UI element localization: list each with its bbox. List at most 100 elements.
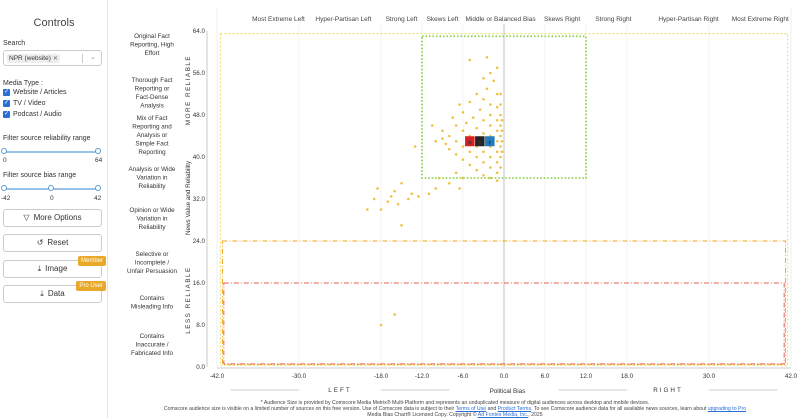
data-point-54 — [499, 155, 502, 159]
terms-of-use-link[interactable]: Terms of Use — [455, 406, 487, 412]
data-point-89 — [454, 171, 458, 175]
data-point-87 — [437, 176, 441, 180]
npr-logo-box-2 — [485, 136, 495, 147]
npr-logo-box-0 — [465, 136, 475, 147]
bias-min-value: -42 — [1, 195, 11, 202]
reset-button[interactable]: ↺ Reset — [3, 234, 102, 252]
bias-min-handle[interactable] — [1, 185, 7, 191]
data-point-10 — [495, 105, 499, 109]
data-point-65 — [441, 129, 444, 133]
y-tick-3: 40.0 — [193, 154, 206, 161]
data-download-button[interactable]: ⤓ Data Pro User — [3, 281, 106, 303]
reliability-max-value: 64 — [95, 157, 103, 164]
more-options-label: More Options — [33, 213, 82, 222]
left-category-5: Selective or Incomplete / Unfair Persuasio… — [127, 251, 178, 275]
checkbox-tv-label: TV / Video — [13, 100, 46, 107]
reliability-slider[interactable] — [1, 148, 101, 154]
data-point-84 — [427, 192, 431, 196]
data-point-9 — [489, 103, 492, 106]
green-box — [421, 35, 587, 179]
bias-max-value: 42 — [94, 195, 102, 202]
y-tick-4: 32.0 — [193, 196, 206, 203]
search-separator — [82, 54, 83, 63]
data-point-1 — [489, 71, 492, 75]
checkbox-podcast[interactable]: ✓ — [3, 111, 10, 118]
data-point-79 — [379, 208, 383, 211]
ad-fontes-link[interactable]: Ad Fontes Media, Inc. — [477, 412, 529, 418]
footer-comscore-note: Comscore audience size is visible on a l… — [110, 406, 800, 412]
data-point-47 — [482, 174, 485, 177]
image-download-button[interactable]: ⤓ Image Member — [3, 256, 106, 278]
data-point-30 — [461, 145, 465, 148]
chevron-down-icon[interactable]: ⌄ — [90, 54, 96, 61]
download-icon: ⤓ — [37, 264, 42, 273]
bias-range-label: Filter source bias range — [3, 172, 77, 179]
outer-yellow-box — [219, 33, 789, 367]
left-category-0: Original Fact Reporting, High Effort — [130, 33, 174, 57]
reliability-max-handle[interactable] — [95, 148, 101, 154]
footer-audience-note: * Audience Size is provided by Comscore … — [260, 400, 650, 406]
product-terms-link[interactable]: Product Terms — [497, 406, 532, 412]
left-category-6: Contains Misleading Info — [131, 295, 174, 311]
x-tick-4: -6.0 — [458, 373, 469, 380]
reliability-min-value: 0 — [3, 157, 7, 164]
data-point-74 — [407, 197, 410, 201]
data-point-34 — [468, 150, 472, 154]
data-point-88 — [458, 187, 461, 190]
data-point-6 — [495, 92, 499, 96]
filter-icon: ▽ — [23, 213, 30, 222]
remove-tag-icon[interactable]: ✕ — [52, 56, 58, 62]
checkbox-podcast-label: Podcast / Audio — [13, 111, 62, 118]
data-point-38 — [475, 155, 478, 159]
data-point-11 — [478, 108, 482, 112]
data-point-85 — [434, 187, 437, 190]
data-point-90 — [400, 223, 403, 227]
bias-slider[interactable] — [1, 185, 101, 191]
more-options-button[interactable]: ▽ More Options — [3, 209, 102, 227]
x-tick-0: -42.0 — [210, 373, 225, 380]
data-point-37 — [454, 153, 458, 156]
bias-mid-handle[interactable] — [48, 185, 54, 191]
top-category-7: Hyper-Partisan Right — [658, 16, 719, 23]
reset-icon: ↺ — [36, 238, 44, 247]
data-point-15 — [495, 118, 499, 122]
data-point-91 — [393, 313, 396, 316]
left-category-2: Mix of Fact Reporting and Analysis or Simpl… — [132, 115, 172, 156]
data-point-2 — [482, 76, 485, 80]
bias-max-handle[interactable] — [95, 185, 101, 191]
search-input[interactable]: NPR (website) ✕ ⌄ — [3, 50, 102, 66]
data-point-5 — [475, 92, 478, 96]
data-point-29 — [495, 139, 499, 143]
y-axis-title: News Value and Reliability — [185, 160, 192, 235]
data-point-8 — [468, 100, 472, 104]
top-category-0: Most Extreme Left — [252, 16, 305, 23]
checkbox-website[interactable]: ✓ — [3, 89, 10, 96]
data-point-68 — [451, 116, 455, 119]
left-category-7: Contains Inaccurate / Fabricated Info — [131, 333, 174, 357]
y-tick-2: 48.0 — [193, 112, 206, 119]
reliability-min-handle[interactable] — [1, 148, 7, 154]
x-tick-9: 30.0 — [703, 373, 716, 380]
checkbox-tv[interactable]: ✓ — [3, 100, 10, 107]
data-point-13 — [489, 113, 492, 117]
data-point-41 — [482, 160, 485, 164]
data-point-20 — [475, 126, 478, 130]
download-icon: ⤓ — [40, 289, 44, 298]
left-category-4: Opinion or Wide Variation in Reliability — [129, 207, 175, 231]
data-point-77 — [389, 195, 393, 198]
data-point-61 — [500, 150, 504, 154]
data-point-60 — [500, 139, 504, 143]
npr-logo-letter-2: r — [489, 139, 492, 146]
data-point-40 — [461, 158, 465, 161]
top-category-4: Middle or Balanced Bias — [466, 16, 537, 23]
data-point-50 — [495, 179, 499, 182]
x-tick-3: -12.0 — [415, 373, 430, 380]
data-point-49 — [461, 176, 465, 180]
data-point-82 — [372, 197, 376, 201]
copyright-text: Media Bias Chart® Licensed Copy. Copyrig… — [367, 412, 477, 418]
data-point-57 — [499, 166, 502, 169]
top-category-6: Strong Right — [595, 16, 631, 23]
upgrade-link[interactable]: upgrading to Pro — [707, 406, 747, 412]
footer-comscore-text: Comscore audience size is visible on a l… — [163, 406, 455, 412]
search-tag[interactable]: NPR (website) ✕ — [7, 54, 60, 63]
